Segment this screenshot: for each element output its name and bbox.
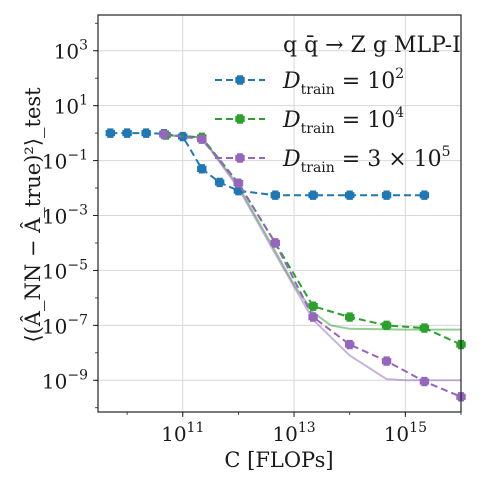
data-point-series-0 xyxy=(141,128,151,138)
x-tick-label: 1013 xyxy=(272,420,315,446)
legend-swatch-marker xyxy=(235,114,245,124)
data-point-series-2 xyxy=(308,312,318,322)
data-point-series-0 xyxy=(381,190,392,200)
legend: q q̄ → Z g MLP-I Dtrain = 102 Dtrain = 10… xyxy=(215,33,461,176)
x-tick-label: 1015 xyxy=(384,420,427,446)
axis-ticks: 1011 1013 1015 103 101 10−1 10−3 10−5 10−7 10−9 xyxy=(42,22,462,446)
y-tick-label: 10−3 xyxy=(42,203,88,229)
data-point-series-0 xyxy=(197,164,207,174)
y-tick-label: 103 xyxy=(54,38,88,64)
data-point-series-1 xyxy=(381,320,392,331)
data-point-series-1 xyxy=(344,312,355,322)
plot-frame xyxy=(97,14,462,413)
y-tick-label: 10−9 xyxy=(42,367,88,393)
data-point-series-2 xyxy=(233,178,244,188)
data-point-series-0 xyxy=(419,190,430,200)
x-axis-label: C [FLOPs] xyxy=(224,448,333,472)
legend-swatch-marker xyxy=(235,75,245,85)
data-point-series-2 xyxy=(159,129,169,140)
data-point-series-2 xyxy=(381,356,392,366)
y-tick-label: 10−5 xyxy=(42,257,88,283)
data-point-series-0 xyxy=(344,190,355,200)
legend-label: Dtrain = 104 xyxy=(282,105,404,137)
data-point-series-0 xyxy=(105,128,116,138)
data-point-series-1 xyxy=(308,301,318,311)
y-tick-label: 101 xyxy=(54,93,88,119)
data-point-series-0 xyxy=(270,190,280,200)
data-point-series-0 xyxy=(122,128,132,138)
data-point-series-0 xyxy=(214,177,225,188)
x-tick-label: 1011 xyxy=(161,420,204,446)
chart-annotation: q q̄ → Z g MLP-I xyxy=(283,33,461,58)
data-point-series-2 xyxy=(270,238,280,248)
legend-label: Dtrain = 3 × 105 xyxy=(282,144,451,176)
data-point-series-2 xyxy=(344,339,355,350)
data-point-series-2 xyxy=(419,376,430,387)
data-point-series-0 xyxy=(308,190,318,200)
data-point-series-1 xyxy=(419,323,430,333)
legend-swatch-marker xyxy=(235,153,245,163)
y-axis-label: ⟨(Â_NN − Â_true)²⟩_test xyxy=(21,87,45,343)
series-lines xyxy=(105,128,466,402)
grid xyxy=(98,15,461,412)
data-point-series-2 xyxy=(197,134,207,144)
y-tick-label: 10−1 xyxy=(42,148,88,174)
y-tick-label: 10−7 xyxy=(42,312,88,338)
legend-label: Dtrain = 102 xyxy=(282,66,404,98)
